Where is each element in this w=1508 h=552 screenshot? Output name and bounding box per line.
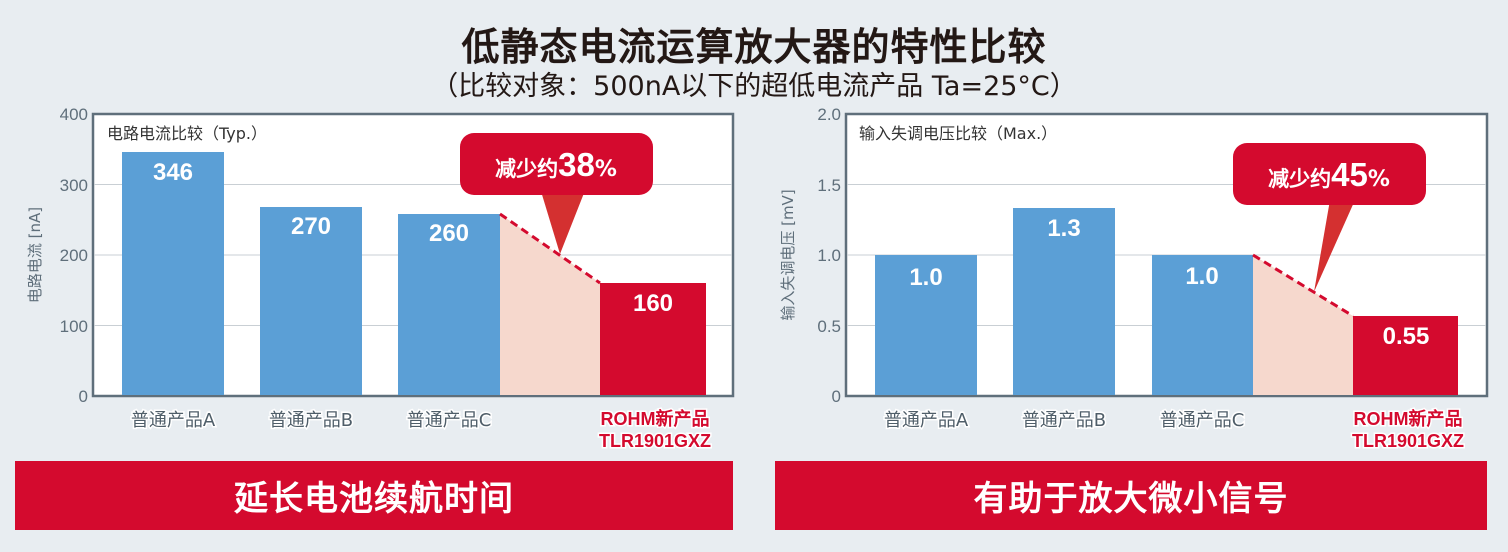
- left-chart-title: 电路电流比较（Typ.）: [107, 124, 267, 143]
- bar-product-b: [1013, 208, 1115, 395]
- small-signal-banner: 有助于放大微小信号: [775, 461, 1487, 530]
- x-label-rohm-line2: TLR1901GXZ: [1352, 431, 1464, 451]
- bar-value: 346: [153, 159, 193, 186]
- ytick: 0: [832, 387, 841, 406]
- bar-product-a: [122, 152, 224, 395]
- bar-product-a: [875, 255, 977, 395]
- x-label-rohm-line1: ROHM新产品: [1354, 408, 1463, 429]
- callout-prefix: 减少约: [1268, 167, 1331, 191]
- callout-unit: %: [1368, 167, 1390, 192]
- ytick: 200: [60, 246, 88, 265]
- left-y-ticks: 400 300 200 100 0: [60, 105, 88, 406]
- bar-rohm: [600, 283, 706, 395]
- x-label-b: 普通产品B: [269, 410, 353, 431]
- reduction-area: [1253, 255, 1353, 395]
- page-subtitle: （比较对象：500nA以下的超低电流产品 Ta=25°C）: [431, 71, 1077, 102]
- bar-value: 270: [291, 213, 331, 240]
- reduction-area: [500, 214, 600, 395]
- x-label-rohm-line2: TLR1901GXZ: [599, 431, 711, 451]
- ytick: 400: [60, 105, 88, 124]
- callout-unit: %: [595, 157, 617, 182]
- x-label-c: 普通产品C: [1160, 410, 1245, 431]
- bar-value: 160: [633, 290, 673, 317]
- ytick: 1.0: [817, 246, 841, 265]
- bar-value: 1.3: [1047, 215, 1080, 242]
- x-label-rohm-line1: ROHM新产品: [601, 408, 710, 429]
- bar-value: 260: [429, 220, 469, 247]
- x-label-a: 普通产品A: [884, 410, 969, 431]
- left-y-axis-label: 电路电流 [nA]: [26, 207, 44, 303]
- bar-product-c: [398, 214, 500, 395]
- reduction-callout: 减少约45%: [1233, 143, 1426, 292]
- reduction-dashed-line: [1252, 253, 1354, 318]
- bar-rohm: [1353, 316, 1458, 395]
- ytick: 0: [79, 387, 88, 406]
- bar-value: 1.0: [909, 264, 942, 291]
- x-label-b: 普通产品B: [1022, 410, 1106, 431]
- callout-prefix: 减少约: [495, 157, 558, 181]
- callout-value: 38: [558, 146, 595, 183]
- bar-product-c: [1152, 255, 1253, 395]
- callout-value: 45: [1331, 156, 1368, 193]
- page-title: 低静态电流运算放大器的特性比较: [461, 25, 1047, 69]
- battery-life-banner: 延长电池续航时间: [15, 461, 733, 530]
- x-label-c: 普通产品C: [407, 410, 492, 431]
- bar-product-b: [260, 207, 362, 395]
- ytick: 1.5: [817, 176, 841, 195]
- x-label-a: 普通产品A: [131, 410, 216, 431]
- svg-text:减少约45%: 减少约45%: [1268, 156, 1390, 193]
- right-y-ticks: 2.0 1.5 1.0 0.5 0: [817, 105, 841, 406]
- right-y-axis-label: 输入失调电压 [mV]: [779, 189, 797, 320]
- reduction-dashed-line: [499, 212, 601, 285]
- bar-value: 1.0: [1185, 263, 1218, 290]
- ytick: 0.5: [817, 317, 841, 336]
- ytick: 2.0: [817, 105, 841, 124]
- ytick: 100: [60, 317, 88, 336]
- ytick: 300: [60, 176, 88, 195]
- reduction-callout: 减少约38%: [460, 133, 653, 254]
- svg-text:减少约38%: 减少约38%: [495, 146, 617, 183]
- right-chart-title: 输入失调电压比较（Max.）: [859, 124, 1057, 143]
- bar-value: 0.55: [1383, 323, 1430, 350]
